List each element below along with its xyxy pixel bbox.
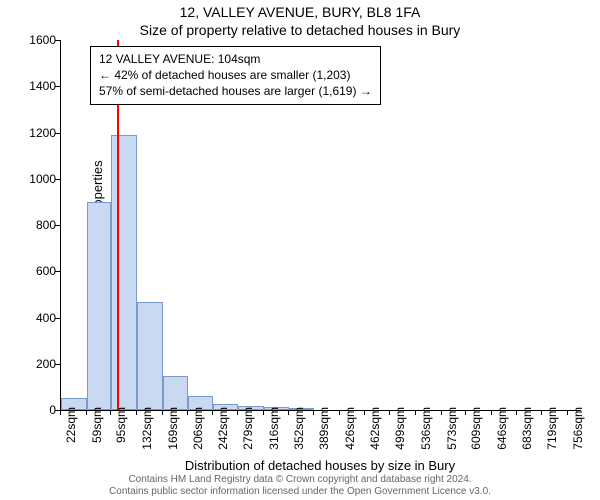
- y-tick-mark: [55, 179, 60, 180]
- y-tick-mark: [55, 318, 60, 319]
- histogram-bar: [137, 302, 163, 410]
- x-tick-label: 536sqm: [419, 407, 433, 457]
- x-tick-label: 22sqm: [64, 407, 78, 457]
- x-tick-mark: [110, 410, 111, 415]
- x-tick-label: 206sqm: [191, 407, 205, 457]
- x-tick-label: 132sqm: [140, 407, 154, 457]
- x-tick-mark: [516, 410, 517, 415]
- x-tick-label: 389sqm: [317, 407, 331, 457]
- x-tick-label: 316sqm: [267, 407, 281, 457]
- x-tick-mark: [491, 410, 492, 415]
- y-tick-mark: [55, 40, 60, 41]
- chart-title-main: 12, VALLEY AVENUE, BURY, BL8 1FA: [0, 4, 600, 20]
- y-tick-mark: [55, 271, 60, 272]
- y-tick-label: 200: [16, 357, 56, 371]
- y-tick-label: 600: [16, 264, 56, 278]
- histogram-bar: [111, 135, 137, 410]
- x-tick-mark: [212, 410, 213, 415]
- x-tick-label: 352sqm: [292, 407, 306, 457]
- x-tick-label: 609sqm: [469, 407, 483, 457]
- y-tick-mark: [55, 86, 60, 87]
- y-tick-mark: [55, 225, 60, 226]
- info-box: 12 VALLEY AVENUE: 104sqm ← 42% of detach…: [90, 46, 381, 105]
- x-tick-label: 499sqm: [393, 407, 407, 457]
- x-tick-label: 683sqm: [520, 407, 534, 457]
- y-tick-mark: [55, 364, 60, 365]
- histogram-bar: [163, 376, 189, 410]
- x-tick-mark: [541, 410, 542, 415]
- x-tick-mark: [263, 410, 264, 415]
- x-tick-mark: [136, 410, 137, 415]
- y-tick-label: 1000: [16, 172, 56, 186]
- info-box-line2: ← 42% of detached houses are smaller (1,…: [99, 67, 372, 83]
- x-tick-mark: [441, 410, 442, 415]
- x-tick-mark: [162, 410, 163, 415]
- y-tick-label: 1600: [16, 33, 56, 47]
- x-tick-mark: [465, 410, 466, 415]
- x-tick-label: 646sqm: [495, 407, 509, 457]
- y-tick-label: 800: [16, 218, 56, 232]
- x-tick-label: 756sqm: [571, 407, 585, 457]
- y-tick-label: 1400: [16, 79, 56, 93]
- x-tick-label: 59sqm: [90, 407, 104, 457]
- footer-line1: Contains HM Land Registry data © Crown c…: [0, 474, 600, 486]
- x-tick-label: 719sqm: [545, 407, 559, 457]
- y-tick-label: 0: [16, 403, 56, 417]
- x-tick-mark: [339, 410, 340, 415]
- x-tick-mark: [288, 410, 289, 415]
- x-tick-mark: [187, 410, 188, 415]
- info-box-line3: 57% of semi-detached houses are larger (…: [99, 83, 372, 99]
- x-tick-label: 462sqm: [368, 407, 382, 457]
- x-tick-mark: [60, 410, 61, 415]
- x-tick-mark: [237, 410, 238, 415]
- x-axis-label: Distribution of detached houses by size …: [60, 458, 580, 473]
- x-tick-mark: [364, 410, 365, 415]
- x-tick-label: 426sqm: [343, 407, 357, 457]
- footer-attribution: Contains HM Land Registry data © Crown c…: [0, 474, 600, 498]
- x-tick-label: 242sqm: [216, 407, 230, 457]
- x-tick-mark: [567, 410, 568, 415]
- histogram-bar: [87, 202, 112, 410]
- x-tick-label: 169sqm: [166, 407, 180, 457]
- y-tick-label: 1200: [16, 126, 56, 140]
- y-tick-label: 400: [16, 311, 56, 325]
- y-tick-mark: [55, 133, 60, 134]
- x-tick-mark: [86, 410, 87, 415]
- chart-title-sub: Size of property relative to detached ho…: [0, 22, 600, 38]
- x-tick-mark: [389, 410, 390, 415]
- x-tick-mark: [415, 410, 416, 415]
- x-tick-label: 573sqm: [445, 407, 459, 457]
- info-box-line1: 12 VALLEY AVENUE: 104sqm: [99, 51, 372, 67]
- footer-line2: Contains public sector information licen…: [0, 486, 600, 498]
- x-tick-label: 95sqm: [114, 407, 128, 457]
- x-tick-mark: [313, 410, 314, 415]
- x-tick-label: 279sqm: [241, 407, 255, 457]
